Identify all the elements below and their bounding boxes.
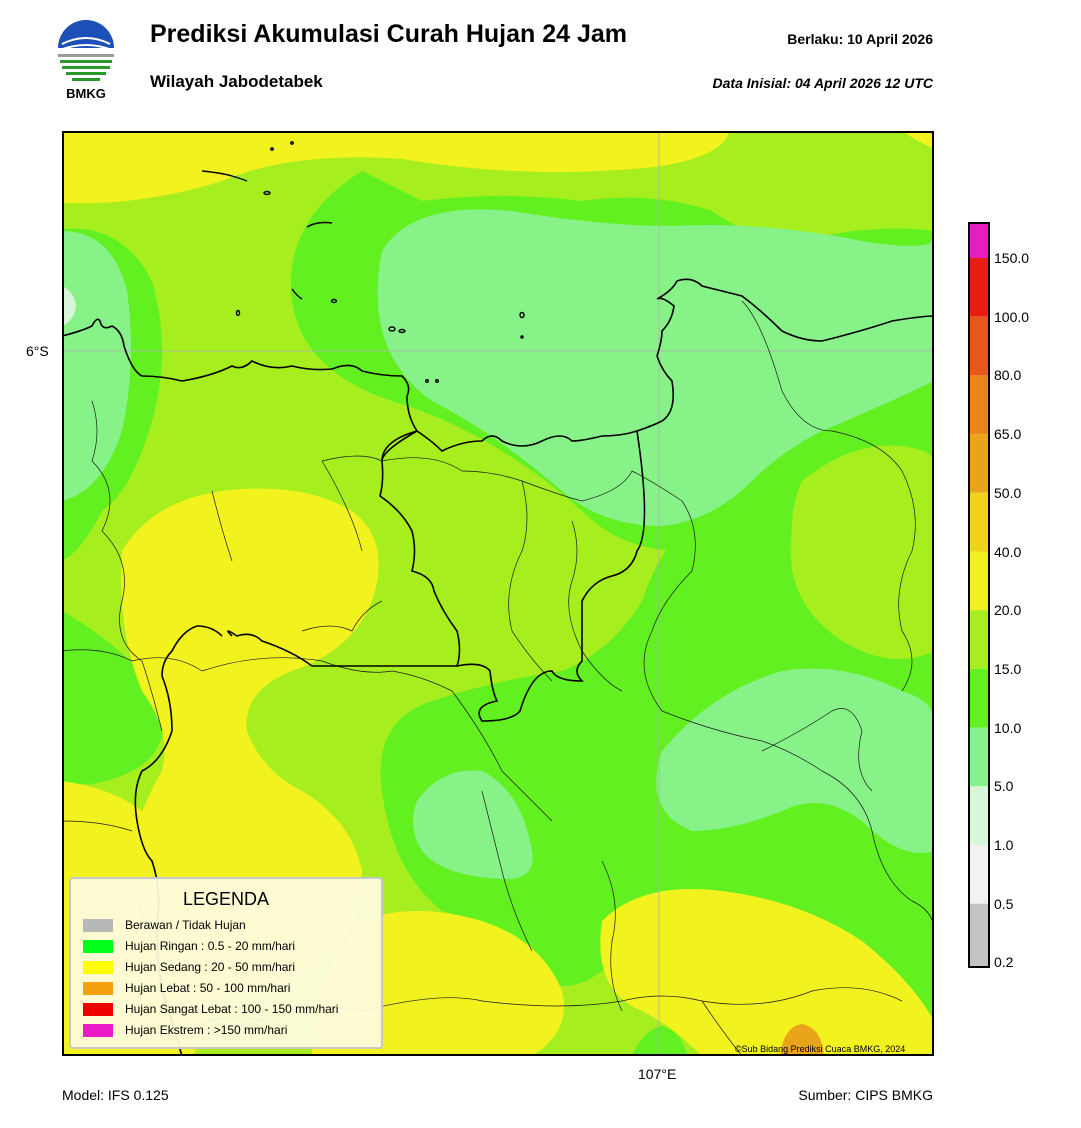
logo-text: BMKG — [66, 86, 106, 101]
rain-zone-yellow-southeast — [600, 889, 934, 1056]
colorbar-label: 15.0 — [994, 660, 1022, 677]
colorbar-label: 100.0 — [994, 308, 1030, 325]
legend-swatch — [83, 939, 113, 953]
rain-zone-paleish-west — [62, 286, 76, 326]
legend-item-moderate: Hujan Sedang : 20 - 50 mm/hari — [83, 959, 295, 975]
colorbar-label: 5.0 — [994, 778, 1014, 795]
legend-title: LEGENDA — [182, 889, 270, 909]
longitude-label: 107°E — [638, 1066, 677, 1082]
legend-swatch — [83, 960, 113, 974]
colorbar-band — [970, 375, 988, 435]
colorbar-border — [968, 222, 990, 968]
legend-label: Berawan / Tidak Hujan — [125, 918, 246, 932]
colorbar-band — [970, 845, 988, 904]
legend-label: Hujan Sedang : 20 - 50 mm/hari — [125, 960, 296, 974]
latitude-label: 6°S — [26, 343, 49, 359]
legend-box: LEGENDA Berawan / Tidak Hujan Hujan Ring… — [69, 877, 383, 1049]
colorbar-band — [970, 786, 988, 845]
rainfall-map — [62, 131, 934, 1056]
rain-zone-lightgreen-central — [377, 209, 934, 526]
legend-label: Hujan Lebat : 50 - 100 mm/hari — [125, 981, 291, 995]
rain-zone-yellow-northeast — [902, 131, 934, 149]
map-title: Prediksi Akumulasi Curah Hujan 24 Jam — [150, 20, 628, 48]
map-subtitle: Wilayah Jabodetabek — [150, 72, 323, 91]
rain-zone-green-south — [632, 1026, 687, 1056]
legend-swatch — [83, 981, 113, 995]
colorbar-label: 1.0 — [994, 837, 1014, 853]
legend-label: Hujan Ringan : 0.5 - 20 mm/hari — [125, 939, 296, 953]
legend-swatch — [83, 918, 113, 932]
rain-zone-yellow-north — [62, 131, 730, 204]
legend-swatch — [83, 1002, 113, 1016]
colorbar-scale — [968, 222, 990, 968]
rain-zone-orange-spot — [780, 1024, 824, 1056]
bmkg-logo — [58, 20, 114, 81]
coastline — [62, 278, 934, 452]
colorbar-band — [970, 258, 988, 317]
legend-label: Hujan Ekstrem : >150 mm/hari — [125, 1023, 288, 1037]
rain-zone-yellow-east — [791, 445, 934, 619]
legend-swatch — [83, 1023, 113, 1037]
legend-item-cloudy: Berawan / Tidak Hujan — [83, 917, 246, 933]
colorbar-band — [970, 316, 988, 376]
colorbar-label: 65.0 — [994, 426, 1022, 443]
model-info: Model: IFS 0.125 — [62, 1087, 169, 1103]
legend-item-extreme: Hujan Ekstrem : >150 mm/hari — [83, 1022, 287, 1038]
colorbar-label: 40.0 — [994, 543, 1022, 560]
colorbar: 150.0 100.0 80.0 65.0 50.0 40.0 20.0 15.0 10.0 5.… — [968, 222, 1040, 971]
colorbar-label: 20.0 — [994, 602, 1022, 619]
rain-zone-lightgreen-east — [656, 668, 934, 853]
legend-item-heavy: Hujan Lebat : 50 - 100 mm/hari — [83, 980, 290, 996]
rain-zone-lightgreen-south — [413, 770, 533, 880]
rain-zone-yellow-west — [121, 488, 379, 995]
islands — [201, 141, 525, 383]
colorbar-label: 0.2 — [994, 954, 1014, 971]
colorbar-label: 10.0 — [994, 719, 1022, 736]
valid-date: Berlaku: 10 April 2026 — [787, 31, 933, 47]
credit-text: ©Sub Bidang Prediksi Cuaca BMKG, 2024 — [735, 1044, 906, 1054]
colorbar-band — [970, 434, 988, 493]
colorbar-band — [970, 222, 988, 258]
source-info: Sumber: CIPS BMKG — [798, 1087, 933, 1103]
colorbar-band — [970, 668, 988, 728]
colorbar-label: 0.5 — [994, 895, 1014, 912]
colorbar-band — [970, 492, 988, 552]
colorbar-band — [970, 727, 988, 787]
rain-zone-lightgreen-northwest — [62, 231, 131, 501]
colorbar-band — [970, 610, 988, 669]
legend-item-light: Hujan Ringan : 0.5 - 20 mm/hari — [83, 938, 295, 954]
legend-label: Hujan Sangat Lebat : 100 - 150 mm/hari — [125, 1002, 339, 1016]
rain-zone-green-southwest — [62, 611, 164, 785]
initial-data-time: Data Inisial: 04 April 2026 12 UTC — [712, 75, 933, 91]
colorbar-band — [970, 903, 988, 968]
colorbar-label: 150.0 — [994, 250, 1030, 266]
colorbar-label: 50.0 — [994, 484, 1022, 501]
colorbar-band — [970, 551, 988, 611]
legend-item-very-heavy: Hujan Sangat Lebat : 100 - 150 mm/hari — [83, 1001, 338, 1017]
colorbar-label: 80.0 — [994, 367, 1022, 384]
